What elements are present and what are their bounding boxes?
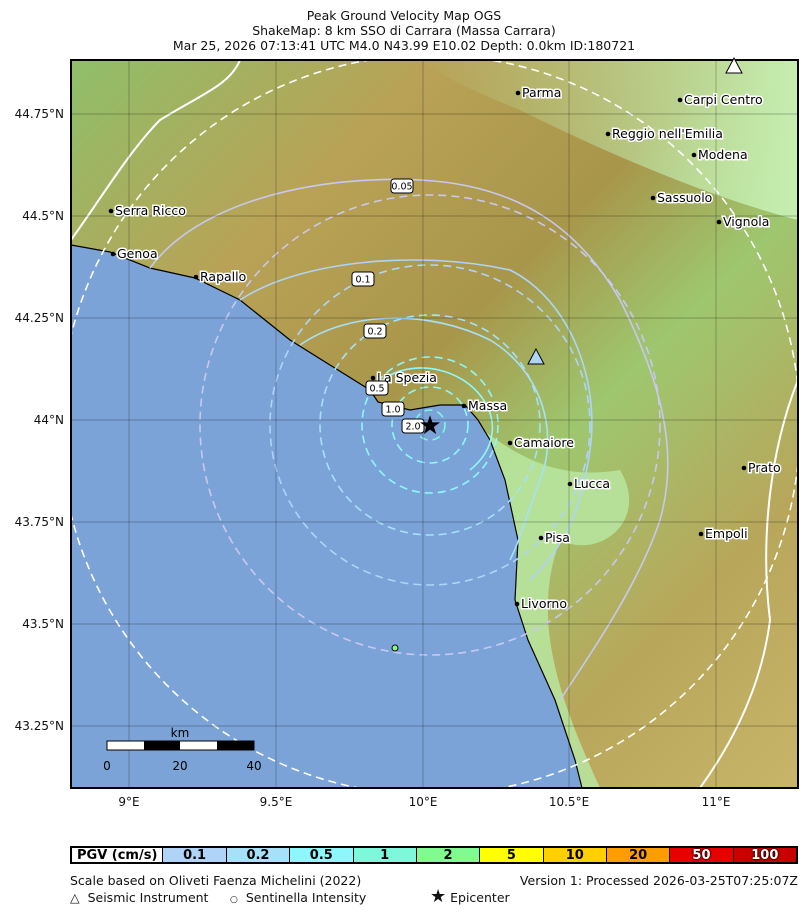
contour-label: 2.0	[405, 422, 420, 433]
contour-label-box	[401, 418, 425, 434]
scalebar-label: 40	[246, 759, 261, 773]
map-subtitle: ShakeMap: 8 km SSO di Carrara (Massa Car…	[252, 23, 556, 38]
city-label: Sassuolo	[657, 190, 712, 205]
event-info: Mar 25, 2026 07:13:41 UTC M4.0 N43.99 E1…	[172, 38, 636, 53]
city-label: Pisa	[545, 530, 570, 545]
city-marker	[461, 403, 467, 409]
seismic-instrument-icon[interactable]	[527, 347, 545, 365]
city-label: Prato	[748, 460, 781, 475]
contour-label: 0.05	[391, 182, 412, 193]
city-label: Camaiore	[514, 435, 574, 450]
graticule	[71, 60, 798, 788]
lon-tick-label: 10.5°E	[549, 795, 589, 809]
city-marker	[538, 535, 544, 541]
legend-bin: 5	[479, 848, 543, 863]
contour-label: 0.1	[355, 275, 370, 286]
lat-tick-label: 44.25°N	[15, 311, 64, 325]
legend-bin: 10	[542, 848, 606, 863]
legend-bin: 0.2	[225, 848, 290, 863]
pgv-land-contours	[71, 60, 798, 788]
city-label: La Spezia	[377, 370, 437, 385]
lon-tick-label: 10°E	[409, 795, 438, 809]
shakemap: 9°E 9.5°E 10°E 10.5°E 11°E 44.75°N 44.5°N 44.25…	[15, 56, 799, 809]
city-marker	[605, 131, 611, 137]
lat-tick-label: 43.5°N	[22, 617, 64, 631]
contour-label-box	[351, 271, 375, 287]
epicenter-label: Epicenter	[450, 890, 510, 905]
circle-icon: ○	[230, 895, 238, 905]
city-label: Serra Ricco	[115, 203, 186, 218]
city-marker	[370, 375, 376, 381]
lat-tick-label: 43.25°N	[15, 719, 64, 733]
contour-label-box	[390, 178, 414, 194]
scalebar-label: 0	[103, 759, 111, 773]
map-title: Peak Ground Velocity Map OGS	[306, 8, 502, 23]
contour-label-box	[363, 323, 387, 339]
legend-bin: 0.5	[289, 848, 353, 863]
contour-label: 1.0	[385, 405, 400, 416]
map-frame	[70, 59, 799, 789]
city-label: Lucca	[574, 476, 610, 491]
city-label: Parma	[522, 85, 561, 100]
legend-bin: 2	[415, 848, 480, 863]
city-marker	[567, 481, 573, 487]
version-note: Version 1: Processed 2026-03-25T07:25:07…	[519, 873, 798, 888]
city-marker	[193, 274, 199, 280]
star-icon: ★	[430, 886, 447, 907]
po-plain	[420, 60, 798, 220]
legend-bin: 0.1	[162, 848, 226, 863]
city-label: Massa	[468, 398, 507, 413]
legend-instrument: △ Seismic Instrument	[70, 890, 208, 905]
city-marker	[515, 90, 521, 96]
city-marker	[507, 440, 513, 446]
contour-label-box	[365, 380, 389, 396]
pgv-legend: PGV (cm/s) 0.1 0.2 0.5 1 2 5 10 20 50 100	[70, 846, 798, 864]
city-marker	[741, 465, 747, 471]
lat-tick-label: 44.75°N	[15, 107, 64, 121]
sentinella-intensity-icon[interactable]	[391, 644, 399, 652]
city-label: Empoli	[705, 526, 748, 541]
legend-sentinella: ○ Sentinella Intensity	[230, 890, 366, 905]
legend-bin: 20	[605, 848, 670, 863]
city-label: Carpi Centro	[684, 92, 763, 107]
legend-bin: 50	[669, 848, 733, 863]
epicenter-star-icon: ★	[418, 411, 441, 441]
city-marker	[716, 219, 722, 225]
city-label: Reggio nell'Emilia	[612, 126, 723, 141]
city-marker	[698, 531, 704, 537]
contour-label: 0.2	[367, 327, 382, 338]
legend-header: PGV (cm/s)	[72, 848, 163, 863]
city-label: Rapallo	[200, 269, 246, 284]
city-marker	[691, 152, 697, 158]
scalebar: km 0 20 40	[103, 726, 261, 773]
city-marker	[677, 97, 683, 103]
seismic-instrument-icon[interactable]	[725, 56, 743, 74]
legend-bin: 100	[732, 848, 797, 863]
city-marker	[110, 251, 116, 257]
contour-label: 0.5	[369, 384, 384, 395]
lat-tick-label: 43.75°N	[15, 515, 64, 529]
city-label: Genoa	[117, 246, 158, 261]
lon-tick-label: 9.5°E	[260, 795, 293, 809]
legend-epicenter: ★ Epicenter	[430, 886, 510, 907]
lat-tick-label: 44.5°N	[22, 209, 64, 223]
lat-tick-label: 44°N	[34, 413, 64, 427]
triangle-icon: △	[70, 890, 80, 905]
scalebar-unit: km	[171, 726, 190, 740]
city-marker	[514, 601, 520, 607]
city-marker	[108, 208, 114, 214]
legend-bin: 1	[352, 848, 416, 863]
scalebar-label: 20	[172, 759, 187, 773]
city-label: Modena	[698, 147, 748, 162]
scale-note: Scale based on Oliveti Faenza Michelini …	[70, 873, 362, 888]
city-label: Livorno	[521, 596, 567, 611]
sentinella-label: Sentinella Intensity	[245, 890, 367, 905]
contour-label-box	[381, 401, 405, 417]
city-marker	[650, 195, 656, 201]
lon-tick-label: 9°E	[118, 795, 139, 809]
instrument-label: Seismic Instrument	[87, 890, 209, 905]
lon-tick-label: 11°E	[702, 795, 731, 809]
city-label: Vignola	[723, 214, 769, 229]
